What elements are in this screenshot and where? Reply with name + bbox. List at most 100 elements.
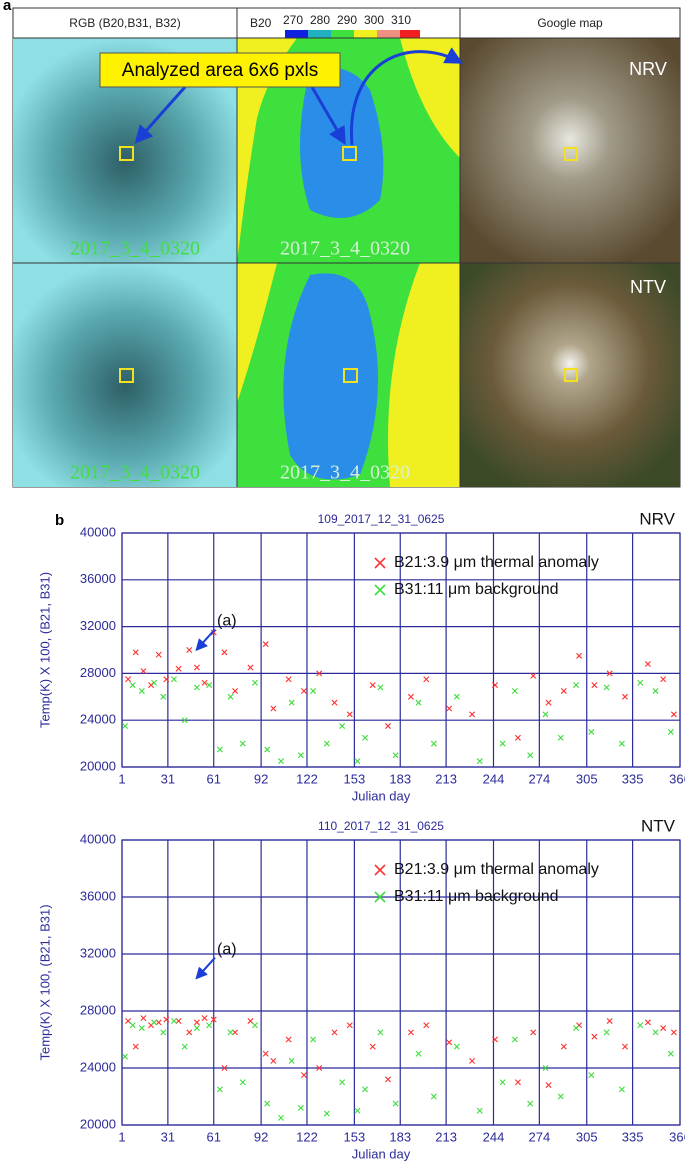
x-tick-label: 335 xyxy=(622,1129,644,1144)
image-tiles xyxy=(13,8,680,487)
point xyxy=(201,1015,208,1022)
point xyxy=(415,1050,422,1057)
annotation: (a) xyxy=(217,612,237,629)
x-tick-label: 61 xyxy=(206,771,220,786)
point xyxy=(652,687,659,694)
point xyxy=(527,752,534,759)
point xyxy=(252,1022,258,1029)
colorbar-tick: 300 xyxy=(364,13,384,27)
x-tick-label: 122 xyxy=(296,771,318,786)
point xyxy=(603,1029,610,1036)
point xyxy=(216,746,223,753)
legend-label: B31:11 μm background xyxy=(394,888,559,905)
x-tick-label: 366 xyxy=(669,771,685,786)
point xyxy=(499,740,506,747)
point xyxy=(545,1082,552,1089)
point xyxy=(377,684,384,691)
point xyxy=(310,687,317,694)
x-tick-label: 213 xyxy=(435,771,457,786)
column-header: RGB (B20,B31, B32) xyxy=(69,16,180,30)
point xyxy=(469,711,476,718)
annotation-arrow xyxy=(195,628,216,652)
point xyxy=(392,752,399,759)
y-tick-label: 20000 xyxy=(80,1116,116,1131)
point xyxy=(262,641,269,648)
point xyxy=(170,1017,177,1024)
x-tick-label: 213 xyxy=(435,1129,457,1144)
point xyxy=(606,670,613,677)
point xyxy=(151,679,158,686)
analyzed-area xyxy=(119,146,578,383)
point xyxy=(670,1029,677,1036)
point xyxy=(369,1043,376,1050)
colorbar-tick: 280 xyxy=(310,13,330,27)
point xyxy=(573,1025,580,1032)
y-tick-label: 40000 xyxy=(80,831,116,846)
point xyxy=(618,1086,625,1093)
point xyxy=(446,1039,453,1046)
point xyxy=(369,682,376,689)
x-tick-label: 31 xyxy=(161,1129,175,1144)
point xyxy=(618,740,625,747)
point xyxy=(288,1057,295,1064)
point xyxy=(186,647,193,653)
point xyxy=(264,746,271,753)
point xyxy=(316,1065,323,1071)
point xyxy=(667,1050,674,1057)
point xyxy=(163,676,170,683)
x-axis-label: Julian day xyxy=(352,1146,411,1161)
point xyxy=(407,1029,414,1036)
panel-label: b xyxy=(55,512,64,529)
point xyxy=(323,740,330,747)
point xyxy=(285,1036,292,1043)
point xyxy=(621,1043,628,1050)
y-tick-label: 36000 xyxy=(80,888,116,903)
point xyxy=(415,699,422,706)
x-axis-label: Julian day xyxy=(352,788,411,803)
point xyxy=(469,1057,476,1064)
point xyxy=(660,676,667,683)
y-tick-label: 36000 xyxy=(80,571,116,586)
x-tick-label: 274 xyxy=(529,1129,551,1144)
x-tick-label: 305 xyxy=(576,1129,598,1144)
point xyxy=(453,1043,460,1050)
point xyxy=(227,693,234,700)
callout: Analyzed area 6x6 pxls xyxy=(122,60,318,81)
point xyxy=(151,1019,158,1026)
point xyxy=(511,687,518,694)
point xyxy=(300,1072,307,1079)
point xyxy=(221,649,228,656)
point xyxy=(423,676,430,683)
point xyxy=(278,1114,284,1121)
point xyxy=(129,682,136,689)
x-tick-label: 61 xyxy=(206,1129,220,1144)
point xyxy=(499,1079,506,1086)
point xyxy=(542,711,549,718)
plot-area xyxy=(121,839,681,1126)
point xyxy=(576,652,583,659)
callout-box xyxy=(99,52,341,88)
x-tick-label: 305 xyxy=(576,771,598,786)
legend-marker xyxy=(374,557,386,569)
point xyxy=(138,687,145,694)
point xyxy=(644,661,651,668)
point xyxy=(316,670,323,677)
x-tick-label: 92 xyxy=(254,771,268,786)
point xyxy=(227,1029,234,1036)
point xyxy=(453,693,460,700)
point xyxy=(232,687,239,694)
x-tick-label: 153 xyxy=(344,771,366,786)
timestamp: 2017_3_4_0320 xyxy=(70,238,200,260)
point xyxy=(193,664,200,671)
y-axis-label: Temp(K) X 100, (B21, B31) xyxy=(37,572,52,728)
point xyxy=(354,758,361,765)
legend-label: B21:3.9 μm thermal anomaly xyxy=(394,554,599,571)
point xyxy=(492,1036,499,1043)
point xyxy=(210,629,217,636)
point xyxy=(247,1017,254,1024)
point xyxy=(300,687,307,694)
point xyxy=(297,752,304,759)
point xyxy=(591,682,598,689)
point xyxy=(122,723,129,730)
